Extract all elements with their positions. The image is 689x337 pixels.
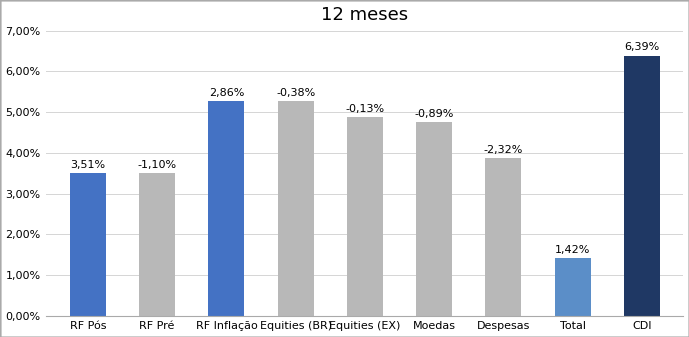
Text: 2,86%: 2,86% <box>209 88 244 98</box>
Text: 3,51%: 3,51% <box>70 160 105 170</box>
Bar <box>555 258 590 316</box>
Bar <box>485 158 522 316</box>
Bar <box>278 101 313 316</box>
Text: -0,89%: -0,89% <box>415 109 454 119</box>
Title: 12 meses: 12 meses <box>321 5 409 24</box>
Bar <box>139 173 175 316</box>
Text: -0,13%: -0,13% <box>345 104 384 114</box>
Text: 1,42%: 1,42% <box>555 245 590 255</box>
Text: -0,38%: -0,38% <box>276 88 316 98</box>
Bar <box>416 122 452 316</box>
Text: -2,32%: -2,32% <box>484 145 523 155</box>
Bar <box>347 118 383 316</box>
Bar <box>208 101 245 316</box>
Text: 6,39%: 6,39% <box>624 42 659 52</box>
Bar <box>624 56 660 316</box>
Bar <box>70 173 106 316</box>
Text: -1,10%: -1,10% <box>138 160 176 170</box>
